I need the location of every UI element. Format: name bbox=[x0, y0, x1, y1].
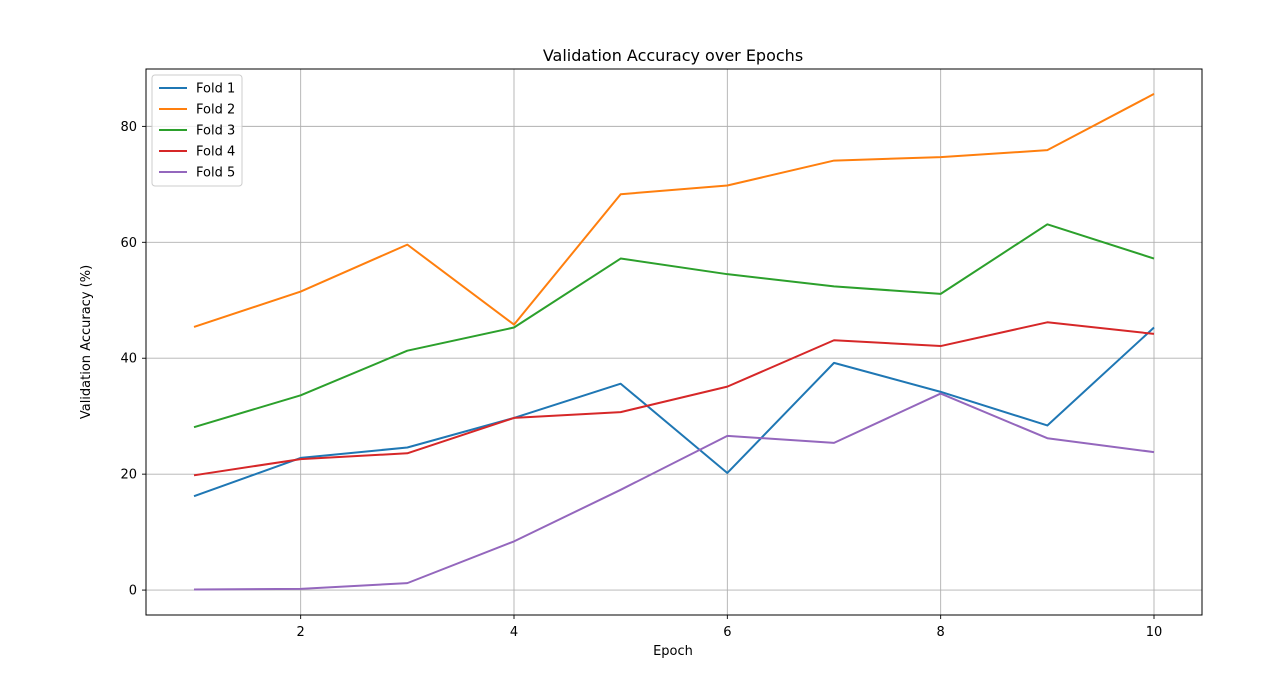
plot-frame bbox=[145, 68, 1203, 616]
series-line-fold-4 bbox=[193, 321, 1155, 477]
y-tick-label: 60 bbox=[120, 236, 137, 251]
grid bbox=[146, 69, 1202, 615]
legend-label-fold-2: Fold 2 bbox=[196, 103, 235, 118]
series-line-fold-3 bbox=[193, 223, 1155, 429]
legend-label-fold-4: Fold 4 bbox=[196, 145, 235, 160]
x-tick-label: 6 bbox=[723, 625, 731, 640]
y-tick-label: 20 bbox=[120, 468, 137, 483]
series-line-fold-5 bbox=[193, 392, 1155, 591]
y-tick-label: 80 bbox=[120, 120, 137, 135]
legend-box bbox=[151, 74, 243, 187]
legend-label-fold-3: Fold 3 bbox=[196, 124, 235, 139]
x-tick-label: 8 bbox=[937, 625, 945, 640]
chart-title: Validation Accuracy over Epochs bbox=[543, 46, 803, 65]
y-axis-label: Validation Accuracy (%) bbox=[79, 265, 94, 419]
x-axis-label: Epoch bbox=[653, 644, 693, 659]
legend-label-fold-5: Fold 5 bbox=[196, 166, 235, 181]
axis-ticks: 2 4 6 8 10 0 20 40 60 80 bbox=[120, 120, 1162, 640]
series-lines bbox=[193, 93, 1155, 591]
x-tick-label: 4 bbox=[510, 625, 518, 640]
series-line-fold-2 bbox=[193, 93, 1155, 328]
x-tick-label: 2 bbox=[297, 625, 305, 640]
series-line-fold-1 bbox=[193, 326, 1155, 498]
legend-label-fold-1: Fold 1 bbox=[196, 82, 235, 97]
legend: Fold 1 Fold 2 Fold 3 Fold 4 Fold 5 bbox=[151, 74, 243, 187]
x-tick-label: 10 bbox=[1146, 625, 1163, 640]
y-tick-label: 0 bbox=[129, 584, 137, 599]
y-tick-label: 40 bbox=[120, 352, 137, 367]
